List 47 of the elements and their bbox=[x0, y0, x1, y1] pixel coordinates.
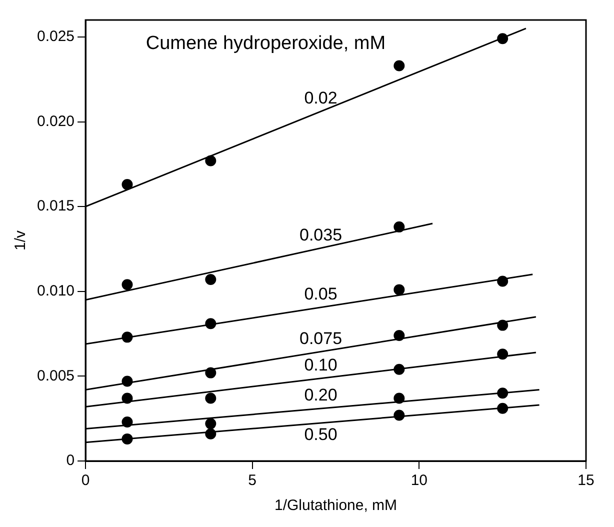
x-axis-title: 1/Glutathione, mM bbox=[274, 497, 398, 514]
series-label: 0.50 bbox=[304, 425, 338, 444]
series-label: 0.20 bbox=[304, 386, 338, 405]
point bbox=[122, 376, 133, 387]
point bbox=[205, 392, 216, 404]
point bbox=[122, 179, 133, 190]
x-tick-label: 5 bbox=[248, 472, 257, 490]
point bbox=[205, 428, 216, 440]
legend-title: Cumene hydroperoxide, mM bbox=[146, 33, 386, 54]
y-axis-title: 1/v bbox=[12, 230, 30, 251]
y-tick-label: 0.025 bbox=[36, 28, 75, 46]
point bbox=[122, 433, 133, 444]
point bbox=[122, 416, 133, 428]
point bbox=[394, 392, 405, 404]
y-tick-label: 0.020 bbox=[36, 112, 75, 130]
point bbox=[205, 155, 216, 166]
point bbox=[497, 388, 508, 399]
point bbox=[205, 274, 216, 286]
point bbox=[122, 332, 133, 343]
point bbox=[394, 364, 405, 375]
point bbox=[497, 276, 508, 287]
series-label: 0.075 bbox=[299, 328, 342, 348]
series-label: 0.035 bbox=[299, 225, 342, 244]
point bbox=[205, 418, 216, 430]
point bbox=[122, 279, 133, 290]
point bbox=[497, 320, 508, 331]
y-tick-label: 0 bbox=[66, 452, 75, 470]
series-label: 0.02 bbox=[304, 88, 338, 108]
point bbox=[205, 367, 216, 378]
x-tick-label: 15 bbox=[578, 472, 594, 490]
y-tick-label: 0.010 bbox=[36, 282, 75, 300]
point bbox=[394, 410, 405, 421]
point bbox=[497, 402, 508, 414]
point bbox=[394, 221, 405, 232]
point bbox=[394, 60, 405, 72]
x-tick-label: 0 bbox=[81, 472, 90, 490]
point bbox=[122, 392, 133, 404]
series-label: 0.05 bbox=[304, 284, 338, 304]
point bbox=[497, 348, 508, 360]
point bbox=[205, 318, 216, 330]
series-label: 0.10 bbox=[304, 356, 338, 375]
point bbox=[394, 284, 405, 296]
y-tick-label: 0.005 bbox=[36, 367, 75, 384]
point bbox=[497, 33, 508, 44]
point bbox=[394, 330, 405, 341]
x-tick-label: 10 bbox=[410, 472, 428, 490]
y-tick-label: 0.015 bbox=[36, 198, 75, 215]
